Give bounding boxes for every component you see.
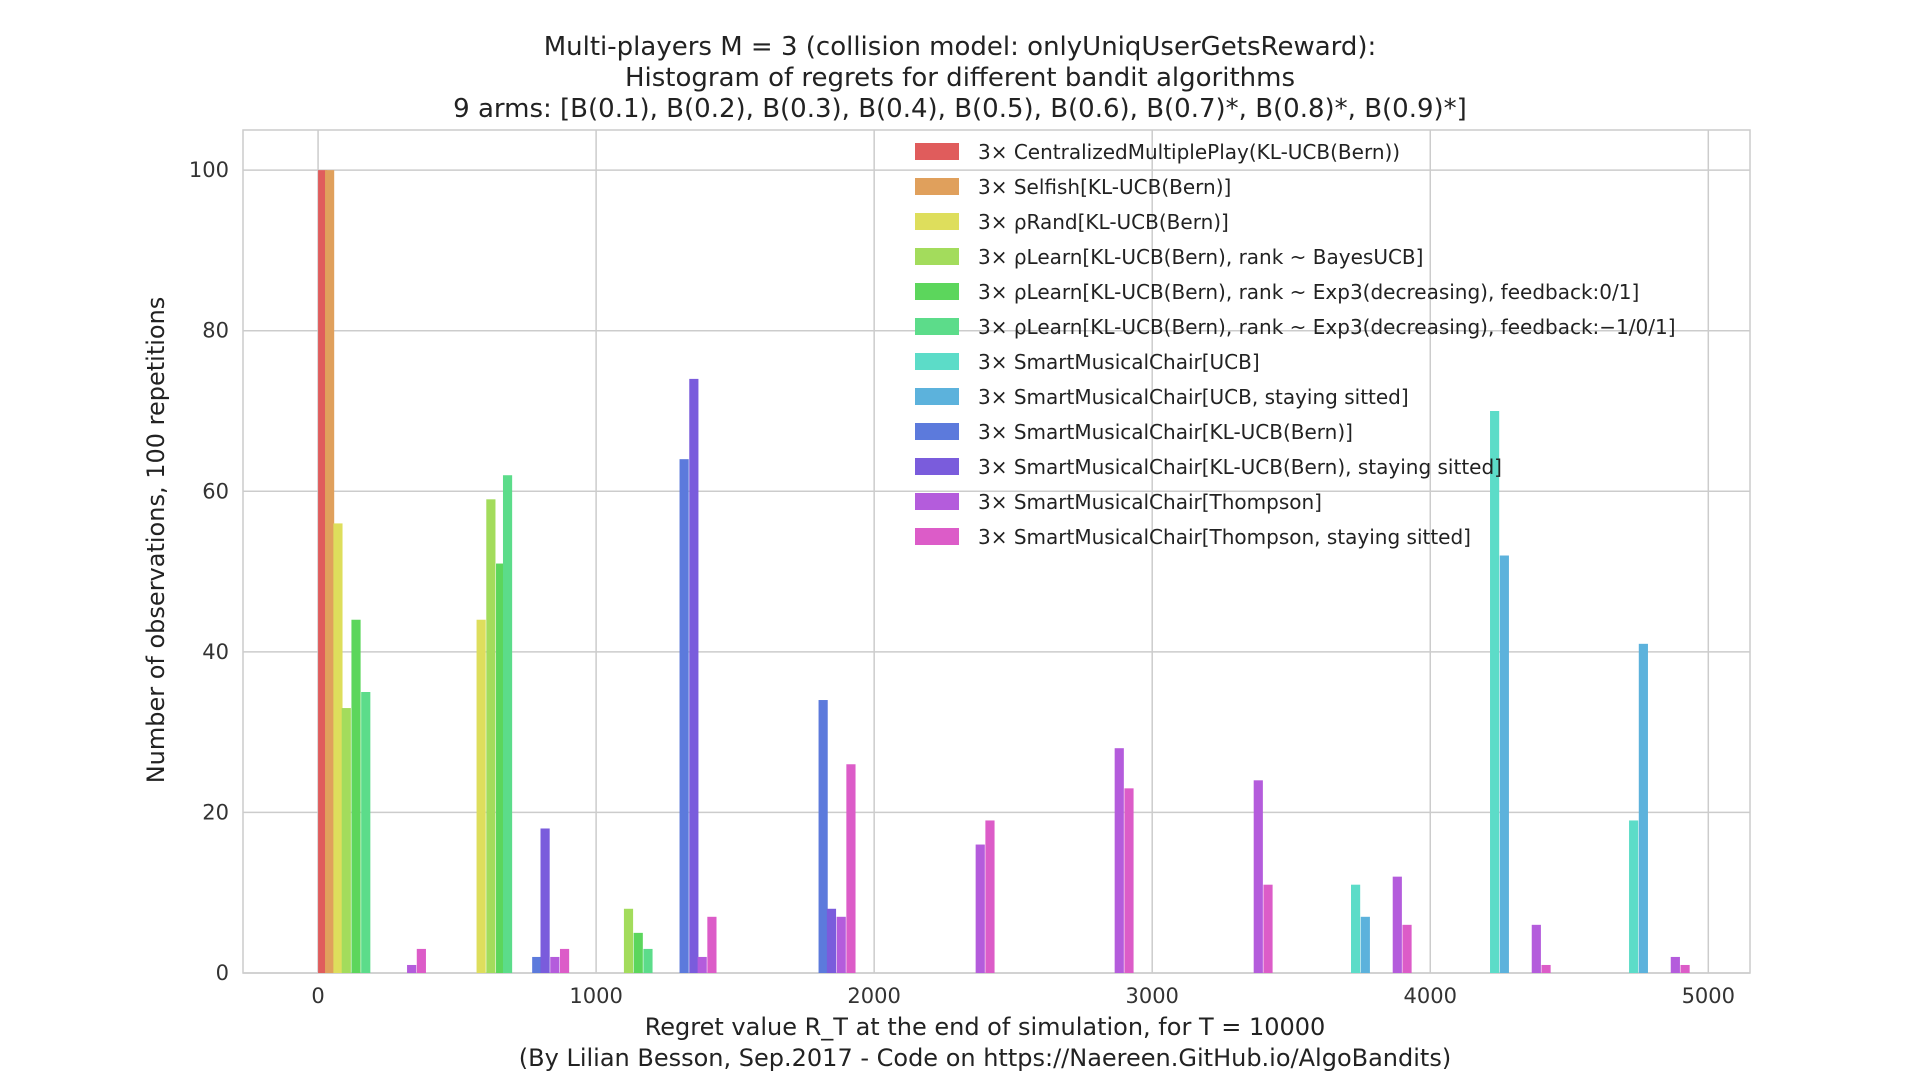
histogram-bar — [818, 700, 828, 973]
legend-swatch — [915, 353, 959, 370]
histogram-bar — [559, 948, 570, 973]
histogram-bar — [1402, 924, 1412, 973]
x-tick-label: 3000 — [1125, 984, 1178, 1008]
bars — [318, 170, 1690, 974]
histogram-bar — [846, 764, 856, 973]
histogram-bar — [1680, 964, 1690, 973]
legend-entry-label: 3× ρLearn[KL-UCB(Bern), rank ~ Exp3(decr… — [978, 315, 1676, 339]
x-tick-label: 1000 — [569, 984, 622, 1008]
histogram-bar — [1392, 876, 1402, 973]
y-tick-label: 0 — [216, 961, 229, 985]
histogram-bar — [836, 916, 846, 973]
legend-swatch — [915, 248, 959, 265]
x-axis-label: Regret value R_T at the end of simulatio… — [645, 1013, 1326, 1041]
legend-swatch — [915, 318, 959, 335]
histogram-bar — [1253, 780, 1263, 973]
histogram-bar — [1124, 788, 1134, 973]
histogram-bar — [707, 916, 717, 973]
legend-swatch — [915, 388, 959, 405]
y-tick-label: 60 — [202, 479, 229, 503]
legend-entry-label: 3× ρLearn[KL-UCB(Bern), rank ~ BayesUCB] — [978, 245, 1423, 269]
legend-entry-label: 3× ρLearn[KL-UCB(Bern), rank ~ Exp3(decr… — [978, 280, 1639, 304]
legend-swatch — [915, 283, 959, 300]
histogram-bar — [1670, 956, 1680, 973]
histogram-bar — [486, 499, 496, 973]
histogram-bar — [1263, 884, 1273, 973]
x-tick-label: 0 — [311, 984, 324, 1008]
legend-swatch — [915, 493, 959, 510]
chart-title-line-2: Histogram of regrets for different bandi… — [625, 63, 1295, 93]
legend-entry-label: 3× SmartMusicalChair[Thompson, staying s… — [978, 525, 1471, 549]
histogram-bar — [1360, 916, 1370, 973]
x-tick-label: 5000 — [1682, 984, 1735, 1008]
histogram-bar — [1541, 964, 1551, 973]
histogram-bar — [689, 378, 699, 973]
histogram-bar — [623, 908, 634, 973]
histogram-bar — [532, 956, 542, 973]
legend-entry-label: 3× SmartMusicalChair[Thompson] — [978, 490, 1322, 514]
legend-entry-label: 3× ρRand[KL-UCB(Bern)] — [978, 210, 1229, 234]
y-tick-label: 40 — [202, 640, 229, 664]
chart-title-line-1: Multi-players M = 3 (collision model: on… — [544, 32, 1377, 62]
legend: 3× CentralizedMultiplePlay(KL-UCB(Bern))… — [915, 140, 1676, 549]
legend-entry-label: 3× Selfish[KL-UCB(Bern)] — [978, 175, 1231, 199]
histogram-bar — [1629, 820, 1639, 973]
histogram-bar — [325, 170, 335, 974]
histogram-bar — [550, 956, 560, 973]
legend-swatch — [915, 178, 959, 195]
y-axis-label: Number of observations, 100 repetitions — [142, 297, 170, 784]
histogram-bar — [361, 692, 371, 973]
histogram-bar — [540, 828, 550, 973]
plot-area: 0 1000 2000 3000 4000 5000 0 20 40 60 80 100 — [189, 129, 1751, 1008]
y-tick-label: 80 — [202, 319, 229, 343]
histogram-bar — [416, 948, 426, 973]
histogram-bar — [496, 563, 506, 973]
x-tick-label: 4000 — [1404, 984, 1457, 1008]
histogram-bar — [826, 908, 837, 973]
histogram-bar — [1638, 643, 1648, 973]
histogram-bar — [697, 956, 707, 973]
histogram-bar — [476, 619, 486, 973]
histogram-bar — [351, 619, 361, 973]
legend-entry-label: 3× CentralizedMultiplePlay(KL-UCB(Bern)) — [978, 140, 1400, 164]
histogram-bar — [1499, 555, 1509, 973]
histogram-bar — [975, 844, 985, 973]
histogram-bar — [1114, 748, 1124, 973]
histogram-bar — [643, 948, 653, 973]
y-tick-label: 100 — [189, 158, 229, 182]
histogram-bar — [1490, 411, 1500, 973]
histogram-bar — [1351, 884, 1361, 973]
chart-title-line-3: 9 arms: [B(0.1), B(0.2), B(0.3), B(0.4),… — [453, 94, 1467, 124]
tick-labels: 0 1000 2000 3000 4000 5000 0 20 40 60 80 100 — [189, 158, 1735, 1008]
legend-swatch — [915, 458, 959, 475]
x-tick-label: 2000 — [847, 984, 900, 1008]
legend-entry-label: 3× SmartMusicalChair[UCB, staying sitted… — [978, 385, 1409, 409]
histogram-bar — [341, 708, 351, 973]
y-tick-label: 20 — [202, 800, 229, 824]
histogram-bar — [333, 523, 343, 973]
legend-swatch — [915, 423, 959, 440]
histogram-bar — [679, 459, 689, 974]
histogram-bar — [633, 932, 643, 973]
legend-entry-label: 3× SmartMusicalChair[KL-UCB(Bern)] — [978, 420, 1353, 444]
histogram-bar — [318, 170, 328, 974]
histogram-bar — [502, 475, 513, 973]
legend-swatch — [915, 213, 959, 230]
histogram-bar — [1531, 924, 1541, 973]
histogram-bar — [985, 820, 995, 973]
histogram-bar — [407, 964, 417, 973]
credit-line: (By Lilian Besson, Sep.2017 - Code on ht… — [519, 1044, 1451, 1072]
legend-swatch — [915, 143, 959, 160]
legend-entry-label: 3× SmartMusicalChair[UCB] — [978, 350, 1260, 374]
legend-entry-label: 3× SmartMusicalChair[KL-UCB(Bern), stayi… — [978, 455, 1502, 479]
legend-swatch — [915, 528, 959, 545]
